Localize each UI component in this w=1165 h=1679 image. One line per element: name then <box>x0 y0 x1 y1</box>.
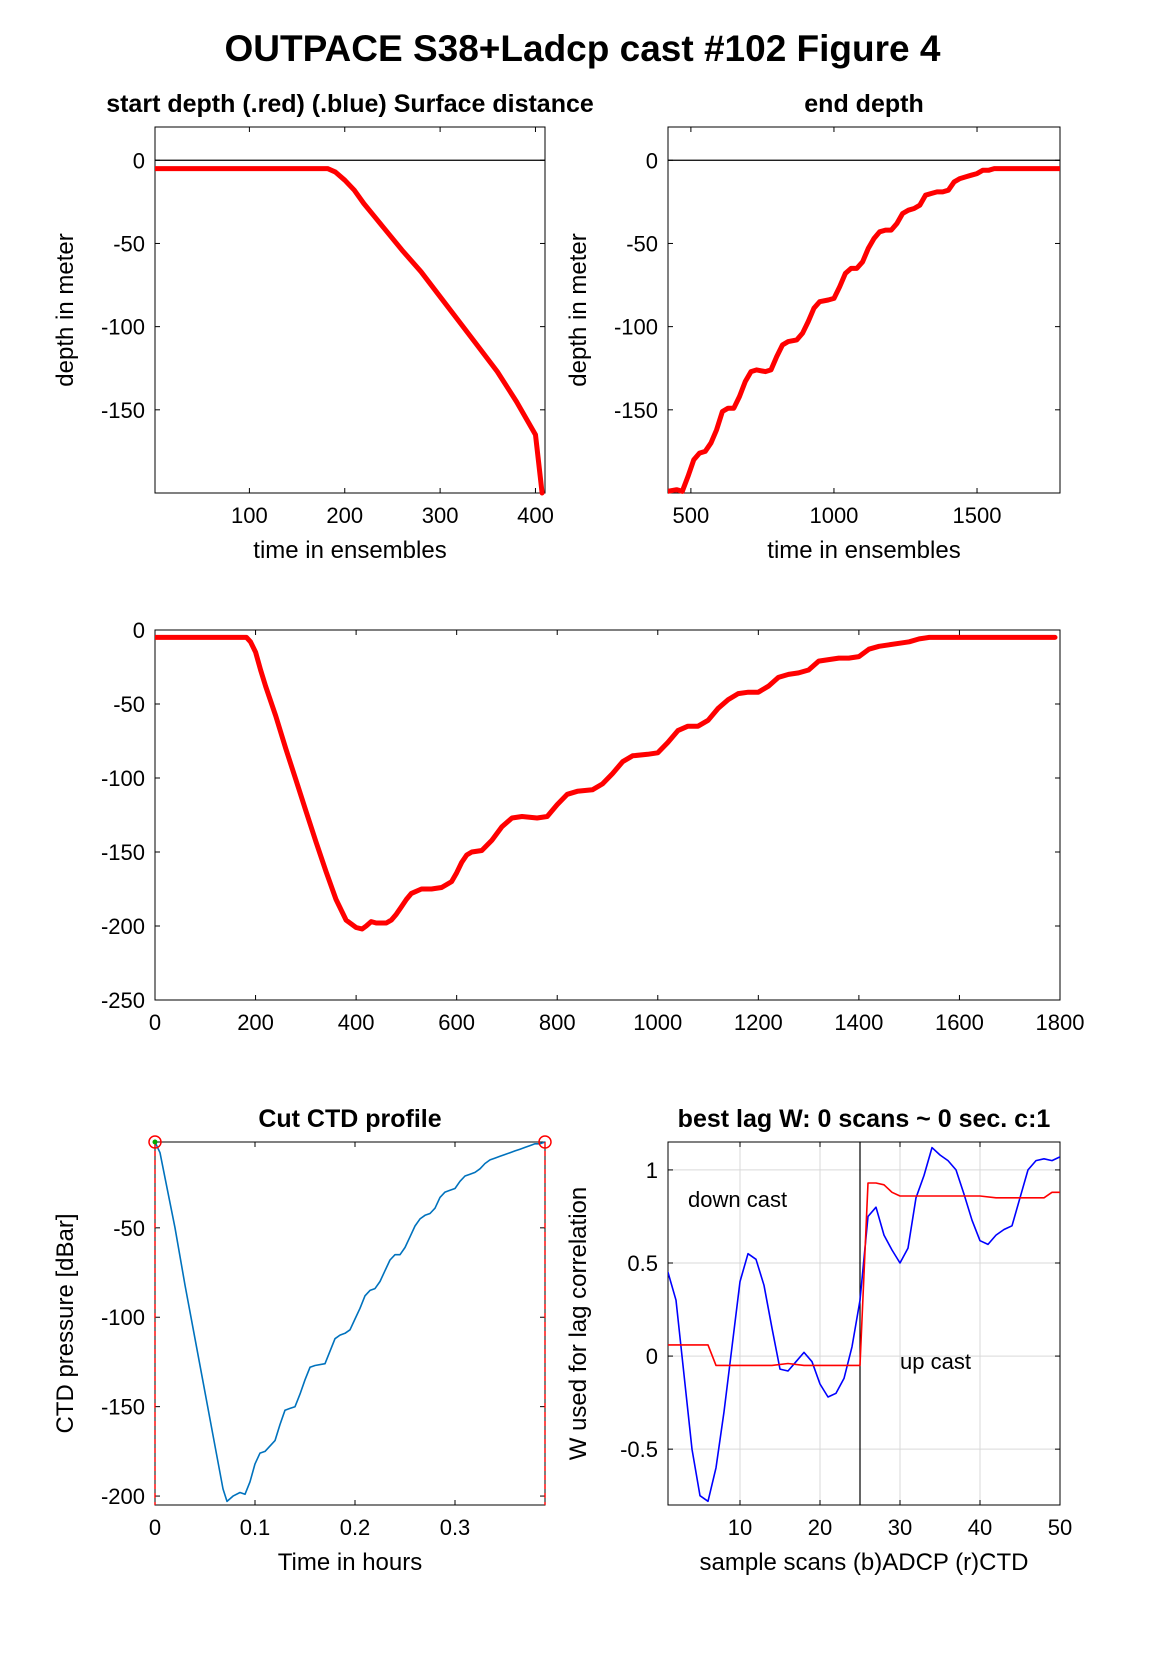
x-tick-label: 20 <box>808 1515 832 1540</box>
x-tick-label: 1200 <box>734 1010 783 1035</box>
x-tick-label: 0.3 <box>440 1515 471 1540</box>
x-tick-label: 0 <box>149 1010 161 1035</box>
chart-cut_ctd: 0 0.1 0.2 0.3 -50 -100 -150 -200 Cut CTD profile… <box>52 1105 552 1576</box>
axes-box <box>667 126 1061 494</box>
y-axis-label: depth in meter <box>565 233 592 386</box>
y-axis-label: depth in meter <box>52 233 79 386</box>
y-tick-label: -200 <box>101 1484 145 1509</box>
y-tick-label: -250 <box>101 988 145 1013</box>
x-tick-label: 50 <box>1048 1515 1072 1540</box>
y-axis-label: W used for lag correlation <box>565 1187 592 1460</box>
chart-title: end depth <box>804 90 923 118</box>
axes-box <box>667 1141 1061 1506</box>
x-tick-label: 100 <box>231 503 268 528</box>
x-tick-label: 0.1 <box>240 1515 271 1540</box>
chart-end_depth: 500 1000 1500 0 -50 -100 -150 end depth time in … <box>565 90 1061 564</box>
y-tick-label: -150 <box>101 840 145 865</box>
y-tick-label: -150 <box>101 398 145 423</box>
x-tick-label: 300 <box>422 503 459 528</box>
x-tick-label: 0 <box>149 1515 161 1540</box>
x-tick-label: 0.2 <box>340 1515 371 1540</box>
x-tick-label: 1600 <box>935 1010 984 1035</box>
x-axis-label: time in ensembles <box>253 537 446 564</box>
y-tick-label: -100 <box>101 766 145 791</box>
chart-start_depth: 100 200 300 400 0 -50 -100 -150 start depth (.re… <box>52 90 594 564</box>
x-tick-label: 30 <box>888 1515 912 1540</box>
series-line-ctd_line <box>155 1141 545 1503</box>
series-line-red <box>155 166 545 496</box>
annotation-label: down cast <box>688 1187 787 1212</box>
y-tick-label: -50 <box>626 231 658 256</box>
x-tick-label: 200 <box>237 1010 274 1035</box>
x-tick-label: 10 <box>728 1515 752 1540</box>
y-tick-label: 0 <box>646 1344 658 1369</box>
x-tick-label: 200 <box>326 503 363 528</box>
x-tick-label: 1800 <box>1036 1010 1085 1035</box>
y-axis-label: CTD pressure [dBar] <box>52 1213 79 1433</box>
y-tick-label: -50 <box>113 692 145 717</box>
axes-box <box>154 1141 546 1506</box>
y-tick-label: -150 <box>614 398 658 423</box>
series-line-red <box>668 1182 1060 1367</box>
x-tick-label: 500 <box>673 503 710 528</box>
axes-box <box>154 629 1061 1001</box>
y-tick-label: -100 <box>614 315 658 340</box>
y-tick-label: -100 <box>101 1305 145 1330</box>
y-tick-label: 1 <box>646 1158 658 1183</box>
y-tick-label: 0 <box>133 148 145 173</box>
y-tick-label: -200 <box>101 914 145 939</box>
x-axis-label: time in ensembles <box>767 537 960 564</box>
axes-box <box>154 126 546 494</box>
y-tick-label: 0.5 <box>627 1251 658 1276</box>
x-tick-label: 40 <box>968 1515 992 1540</box>
x-tick-label: 1500 <box>953 503 1002 528</box>
x-tick-label: 1000 <box>809 503 858 528</box>
series-line-red <box>668 166 1060 494</box>
x-tick-label: 800 <box>539 1010 576 1035</box>
chart-title: best lag W: 0 scans ~ 0 sec. c:1 <box>678 1105 1051 1133</box>
x-tick-label: 1400 <box>834 1010 883 1035</box>
series-line-red <box>155 634 1058 932</box>
x-tick-label: 1000 <box>633 1010 682 1035</box>
annotation-label: up cast <box>900 1349 971 1374</box>
cut-start-dot <box>152 1139 158 1145</box>
cut-endpoint-marker <box>538 1135 552 1149</box>
y-tick-label: 0 <box>646 148 658 173</box>
chart-best_lag: 10 20 30 40 50 1 0.5 0 -0.5 best lag W: 0 scans ~… <box>565 1105 1072 1576</box>
y-tick-label: -150 <box>101 1395 145 1420</box>
x-axis-label: sample scans (b)ADCP (r)CTD <box>700 1549 1029 1576</box>
x-tick-label: 400 <box>338 1010 375 1035</box>
y-tick-label: -0.5 <box>620 1437 658 1462</box>
y-tick-label: -50 <box>113 1216 145 1241</box>
cut-endpoint-marker <box>148 1135 162 1149</box>
x-tick-label: 400 <box>517 503 554 528</box>
figure-title: OUTPACE S38+Ladcp cast #102 Figure 4 <box>224 28 941 69</box>
x-axis-label: Time in hours <box>278 1549 423 1576</box>
x-tick-label: 600 <box>438 1010 475 1035</box>
chart-title: Cut CTD profile <box>258 1105 441 1133</box>
y-tick-label: -50 <box>113 231 145 256</box>
chart-full_profile: 0 200 400 600 800 1000 1200 1400 1600 1800 0 -50 -10… <box>101 618 1085 1035</box>
chart-title: start depth (.red) (.blue) Surface dista… <box>106 90 594 118</box>
y-tick-label: 0 <box>133 618 145 643</box>
y-tick-label: -100 <box>101 315 145 340</box>
